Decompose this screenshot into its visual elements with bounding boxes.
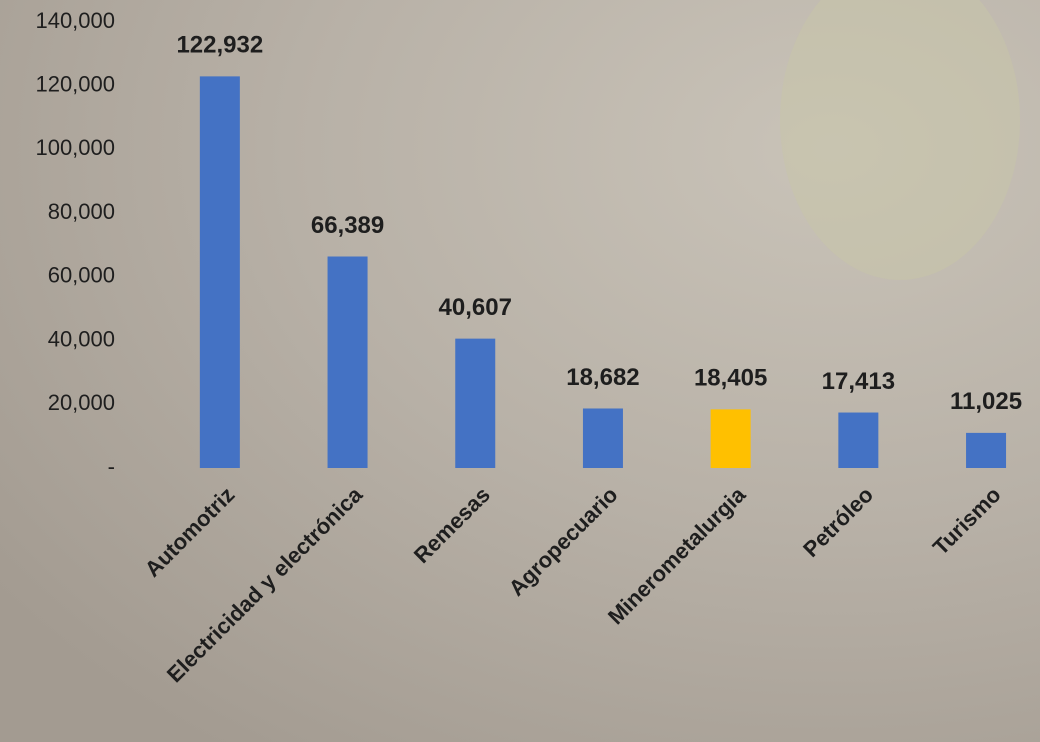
y-tick-label: - [108,454,115,479]
y-tick-label: 40,000 [48,326,115,351]
y-tick-label: 60,000 [48,263,115,288]
value-label: 18,682 [566,364,639,391]
y-tick-label: 100,000 [35,135,115,160]
bar [327,256,368,468]
background-figure [780,0,1020,280]
y-tick-label: 120,000 [35,72,115,97]
bar [966,432,1007,468]
bar [710,409,751,468]
bar [582,408,623,468]
y-tick-label: 20,000 [48,390,115,415]
y-tick-label: 140,000 [35,8,115,33]
value-label: 66,389 [311,212,384,239]
value-label: 17,413 [822,368,895,395]
bar [455,338,496,468]
y-tick-label: 80,000 [48,199,115,224]
value-label: 122,932 [176,32,263,59]
value-label: 11,025 [950,388,1022,415]
bar [199,76,240,468]
value-label: 18,405 [694,365,767,392]
bar [838,412,879,468]
value-label: 40,607 [439,294,512,321]
